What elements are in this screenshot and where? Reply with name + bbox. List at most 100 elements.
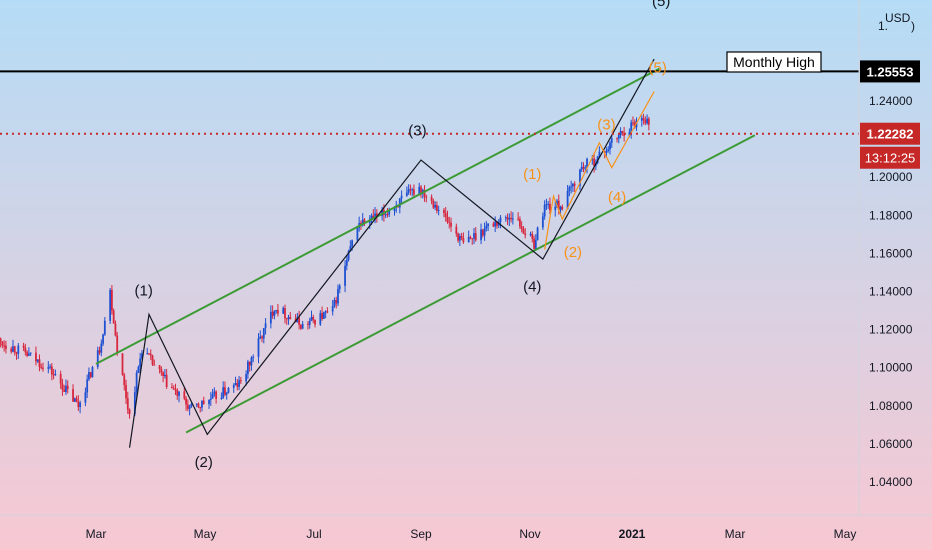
annotation-box xyxy=(726,51,822,73)
candle-body xyxy=(197,403,200,408)
levels-layer xyxy=(0,70,859,135)
candle-body xyxy=(610,138,613,143)
candle-body xyxy=(483,228,486,236)
candle-body xyxy=(621,131,624,133)
candle-body xyxy=(160,368,163,373)
candle-body xyxy=(335,299,338,304)
candle-body xyxy=(405,192,408,196)
candle-body xyxy=(337,288,339,304)
candle-body xyxy=(284,308,286,319)
candle-body xyxy=(619,131,622,135)
wave-lines-layer xyxy=(128,58,655,448)
candle-body xyxy=(474,233,477,241)
candle-body xyxy=(59,374,62,384)
candle-body xyxy=(573,183,576,186)
candle-body xyxy=(331,306,334,312)
channel-lower-line xyxy=(185,134,756,434)
price-tick-label: 1.24000 xyxy=(869,94,913,108)
candle-body xyxy=(234,383,237,385)
candle-body xyxy=(222,387,225,398)
candle-body xyxy=(40,366,43,368)
candle-body xyxy=(247,361,249,375)
candle-body xyxy=(418,186,421,195)
candle-body xyxy=(469,236,472,239)
candle-body xyxy=(628,131,631,136)
candle-body xyxy=(529,234,532,236)
candle-body xyxy=(432,200,435,208)
candle-body xyxy=(163,374,166,376)
candle-body xyxy=(148,353,150,355)
candle-body xyxy=(208,399,210,405)
candle-body xyxy=(519,219,521,227)
current-price-value: 1.22282 xyxy=(867,127,914,142)
time-ticks: Mar May Jul Sep Nov 2021 Mar May xyxy=(86,527,857,541)
price-axis[interactable]: USD ) 1. 1.04000 1.06000 1.08000 1.10000 1.1… xyxy=(858,0,920,515)
wave-label: (5) xyxy=(649,59,667,76)
price-tick-label: 1.06000 xyxy=(869,437,913,451)
candle-body xyxy=(29,352,32,354)
candle-body xyxy=(287,317,290,320)
candle-body xyxy=(356,228,359,241)
candle-body xyxy=(248,361,251,366)
candle-body xyxy=(609,142,611,150)
candle-body xyxy=(185,398,187,405)
candle-body xyxy=(345,259,348,266)
candle-body xyxy=(264,323,267,329)
candle-body xyxy=(458,235,461,241)
candle-body xyxy=(338,285,341,289)
candle-body xyxy=(66,385,69,390)
candle-body xyxy=(227,387,230,393)
currency-label: USD xyxy=(885,11,911,25)
candle-body xyxy=(522,229,525,234)
candle-body xyxy=(135,372,138,393)
candle-body xyxy=(91,367,94,378)
candle-body xyxy=(47,367,50,369)
candle-body xyxy=(209,398,212,400)
candle-body xyxy=(421,189,424,193)
price-tick-label: 1.20000 xyxy=(869,170,913,184)
current-price-tag xyxy=(860,122,920,145)
candle-body xyxy=(533,238,535,249)
time-axis[interactable]: Mar May Jul Sep Nov 2021 Mar May xyxy=(0,514,932,541)
candle-body xyxy=(27,353,30,356)
candle-body xyxy=(285,318,288,320)
candle-body xyxy=(541,216,544,228)
candle-body xyxy=(605,150,608,153)
candle-body xyxy=(75,398,78,402)
candle-body xyxy=(584,167,587,169)
candle-body xyxy=(52,374,55,376)
candle-body xyxy=(457,233,459,241)
monthly-high-annotation[interactable]: Monthly High xyxy=(726,51,822,73)
candle-body xyxy=(549,203,551,211)
candle-body xyxy=(103,320,106,335)
candle-body xyxy=(259,336,262,339)
candle-body xyxy=(644,120,647,124)
candle-body xyxy=(570,186,573,188)
wave-label: (5) xyxy=(652,0,670,10)
price-level-tags: 1.25553 1.22282 13:12:25 xyxy=(860,60,920,169)
candle-body xyxy=(26,352,29,356)
candle-body xyxy=(347,251,350,260)
candle-body xyxy=(238,380,240,387)
candle-body xyxy=(42,367,44,369)
candle-body xyxy=(647,118,650,125)
candle-body xyxy=(492,223,495,227)
candle-body xyxy=(126,398,129,410)
time-tick-label: Jul xyxy=(306,527,321,541)
candle-body xyxy=(386,214,389,216)
candle-body xyxy=(582,166,585,169)
candle-body xyxy=(460,235,463,239)
candle-body xyxy=(324,311,327,313)
candle-body xyxy=(591,158,594,160)
candle-body xyxy=(12,346,14,352)
candle-body xyxy=(224,387,226,395)
candle-body xyxy=(275,309,278,312)
wave-label: (1) xyxy=(523,166,541,183)
candle-body xyxy=(568,187,571,191)
time-tick-label: Mar xyxy=(725,527,746,541)
candle-body xyxy=(225,392,228,395)
candle-body xyxy=(308,320,311,325)
candle-body xyxy=(165,374,168,388)
